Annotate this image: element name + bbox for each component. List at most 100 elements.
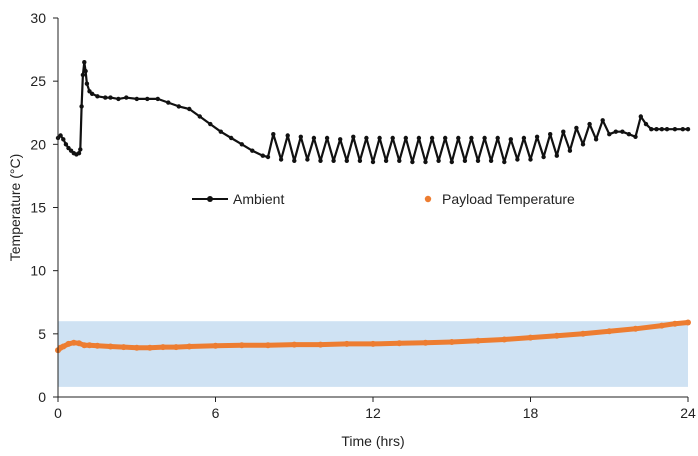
payload-point	[671, 320, 678, 327]
ambient-point	[84, 81, 90, 86]
ambient-point	[278, 157, 284, 162]
ambient-point	[502, 159, 507, 165]
y-tick-label: 30	[30, 10, 46, 26]
payload-point	[475, 337, 481, 344]
ambient-point	[548, 132, 553, 137]
payload-point	[343, 340, 350, 347]
ambient-point	[626, 132, 632, 137]
y-tick-label: 5	[38, 326, 46, 342]
ambient-point	[324, 135, 330, 141]
y-tick-label: 0	[38, 389, 46, 405]
payload-point	[553, 332, 560, 339]
ambient-point	[58, 133, 63, 138]
ambient-point	[633, 134, 638, 139]
ambient-point	[469, 135, 474, 141]
ambient-point	[613, 129, 618, 134]
payload-point	[186, 343, 193, 350]
x-axis-title: Time (hrs)	[341, 433, 404, 449]
ambient-point	[155, 96, 160, 102]
ambient-point	[271, 132, 276, 137]
ambient-point	[383, 158, 389, 163]
ambient-point	[664, 127, 670, 132]
payload-point	[527, 334, 534, 341]
ambient-point	[607, 132, 612, 137]
ambient-point	[344, 158, 349, 163]
ambient-point	[116, 96, 121, 102]
ambient-point	[561, 129, 566, 134]
ambient-point	[285, 133, 290, 138]
ambient-point	[166, 100, 171, 105]
y-tick-label: 15	[30, 200, 46, 216]
ambient-point	[331, 158, 336, 163]
payload-point	[317, 341, 324, 348]
ambient-point	[357, 158, 363, 163]
ambient-point	[488, 158, 494, 163]
ambient-point	[541, 154, 546, 160]
y-tick-label: 20	[30, 136, 46, 152]
x-tick-label: 6	[212, 405, 220, 421]
ambient-point	[187, 106, 192, 112]
legend-payload-marker	[424, 195, 432, 203]
ambient-point	[528, 157, 533, 162]
ambient-point	[587, 121, 592, 127]
ambient-point	[685, 127, 691, 132]
ambient-point	[680, 127, 685, 132]
ambient-point	[620, 129, 625, 134]
payload-point	[370, 340, 376, 347]
payload-point	[291, 341, 298, 348]
ambient-point	[515, 157, 520, 162]
y-tick-label: 10	[30, 263, 46, 279]
ambient-point	[508, 137, 513, 142]
ambient-point	[124, 95, 129, 100]
payload-point	[60, 343, 67, 350]
ambient-point	[176, 104, 181, 109]
ambient-point	[82, 60, 87, 65]
ambient-point	[239, 142, 244, 147]
ambient-point	[397, 158, 402, 163]
x-axis-ticks: 0 6 12 18 24	[54, 397, 696, 421]
x-tick-label: 12	[365, 405, 381, 421]
ambient-point	[370, 159, 376, 165]
payload-point	[76, 340, 82, 347]
payload-point	[606, 328, 613, 335]
payload-point	[501, 336, 508, 343]
ambient-point	[462, 158, 468, 163]
legend-payload-label: Payload Temperature	[442, 191, 575, 207]
ambient-point	[229, 135, 234, 141]
ambient-point	[83, 68, 88, 74]
ambient-point	[305, 157, 310, 162]
ambient-point	[311, 135, 317, 141]
legend: Ambient Payload Temperature	[192, 191, 575, 207]
payload-point	[212, 342, 219, 349]
ambient-point	[218, 129, 223, 134]
payload-point	[107, 343, 114, 350]
ambient-point	[659, 127, 664, 132]
ambient-point	[567, 148, 573, 153]
y-axis-title: Temperature (°C)	[7, 154, 23, 262]
payload-point	[133, 344, 140, 351]
ambient-point	[416, 135, 422, 141]
ambient-point	[61, 137, 66, 142]
ambient-point	[134, 96, 139, 102]
ambient-point	[593, 137, 599, 142]
ambient-point	[208, 121, 213, 127]
ambient-point	[534, 134, 540, 139]
ambient-point	[103, 95, 108, 100]
y-axis-ticks: 0 5 10 15 20 25 30	[30, 10, 58, 405]
ambient-point	[495, 135, 500, 141]
ambient-point	[298, 134, 303, 139]
ambient-point	[76, 151, 82, 156]
x-tick-label: 24	[680, 405, 696, 421]
ambient-point	[554, 153, 559, 158]
x-tick-label: 18	[523, 405, 539, 421]
ambient-point	[78, 147, 83, 152]
ambient-point	[672, 127, 678, 132]
ambient-point	[456, 135, 461, 141]
series-payload-temperature	[55, 319, 691, 354]
ambient-point	[108, 95, 113, 100]
ambient-point	[338, 137, 343, 142]
ambient-point	[643, 121, 649, 127]
ambient-point	[377, 135, 382, 141]
